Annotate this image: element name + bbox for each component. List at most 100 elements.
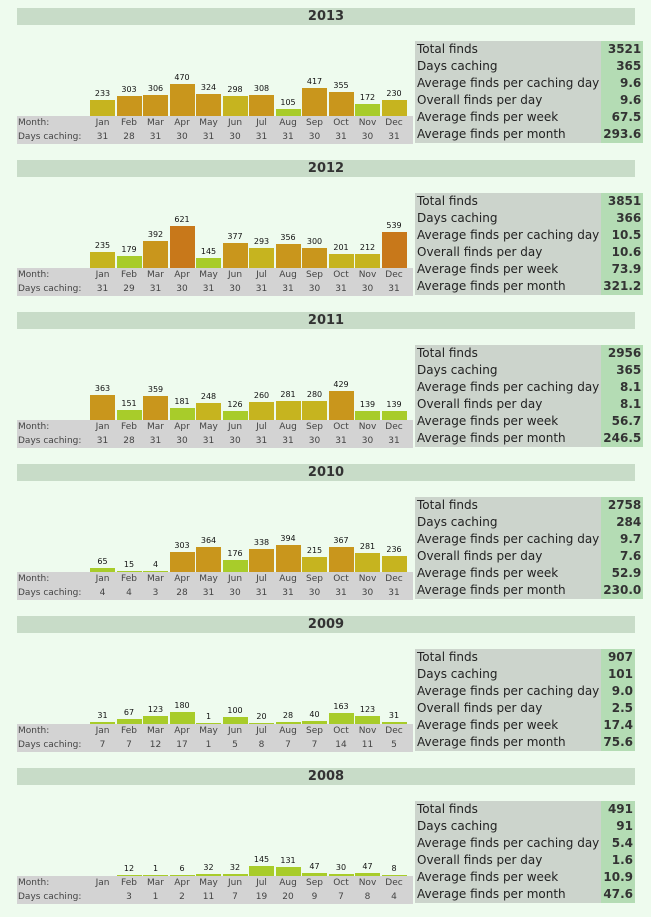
days-tick-label: 31 (202, 284, 215, 294)
month-tick-label: Jan (95, 726, 110, 736)
overall-finds-per-day-row: Overall finds per day 7.6 (415, 548, 644, 565)
month-tick-label: Apr (174, 726, 190, 736)
month-tick-label: Feb (121, 118, 137, 128)
bar-jan (90, 100, 115, 116)
avg-finds-per-caching-day-value: 9.6 (601, 75, 644, 92)
year-stats-table: Total finds 907 Days caching 101 Average fin… (415, 649, 635, 751)
days-tick-label: 4 (391, 892, 397, 902)
days-tick-label: 31 (149, 436, 162, 446)
bar-nov (355, 873, 380, 876)
month-tick-label: Jan (95, 270, 110, 280)
bar-mar (143, 875, 168, 876)
avg-finds-per-month-label: Average finds per month (415, 734, 602, 751)
total-finds-row: Total finds 2956 (415, 345, 644, 362)
days-row (17, 282, 413, 296)
avg-finds-per-month-value: 75.6 (601, 734, 635, 751)
bar-value-label: 139 (386, 400, 402, 409)
bar-value-label: 248 (200, 392, 217, 401)
bar-jul (249, 866, 274, 876)
avg-finds-per-caching-day-label: Average finds per caching day (415, 379, 602, 396)
month-tick-label: Sep (306, 726, 323, 736)
bar-value-label: 215 (306, 546, 323, 555)
days-tick-label: 11 (202, 892, 215, 902)
month-tick-label: Sep (306, 878, 323, 888)
month-tick-label: Oct (333, 422, 349, 432)
bar-sep (302, 88, 327, 116)
bar-value-label: 12 (123, 864, 135, 873)
overall-finds-per-day-label: Overall finds per day (415, 396, 602, 413)
month-tick-label: May (199, 574, 218, 584)
month-tick-label: Feb (121, 574, 137, 584)
bar-value-label: 394 (280, 534, 296, 543)
overall-finds-per-day-row: Overall finds per day 10.6 (415, 244, 644, 261)
avg-finds-per-caching-day-value: 10.5 (601, 227, 644, 244)
overall-finds-per-day-value: 1.6 (601, 852, 635, 869)
bar-value-label: 359 (147, 385, 164, 394)
bar-value-label: 235 (94, 241, 111, 250)
month-tick-label: Jun (227, 878, 243, 888)
bar-apr (169, 712, 195, 724)
bar-sep (302, 557, 327, 572)
days-row (17, 130, 413, 144)
days-caching-row: Days caching 365 (415, 362, 644, 379)
avg-finds-per-caching-day-value: 8.1 (601, 379, 644, 396)
days-tick-label: 31 (96, 132, 109, 142)
bar-value-label: 539 (386, 221, 402, 230)
year-stats-table: Total finds 3851 Days caching 366 Average fi… (415, 193, 644, 295)
days-caching-label: Days caching (415, 58, 602, 75)
days-tick-label: 30 (361, 284, 374, 294)
bar-value-label: 233 (94, 89, 111, 98)
total-finds-value: 2956 (601, 345, 644, 362)
bar-dec (381, 411, 407, 420)
days-row-label: Days caching: (18, 436, 82, 446)
bar-sep (302, 248, 327, 268)
bar-aug (275, 244, 301, 268)
month-tick-label: Apr (174, 118, 190, 128)
days-tick-label: 8 (258, 740, 265, 750)
avg-finds-per-week-value: 73.9 (601, 261, 644, 278)
days-tick-label: 31 (335, 284, 347, 294)
bar-sep (302, 401, 327, 420)
bar-value-label: 180 (174, 701, 190, 710)
bar-value-label: 126 (227, 400, 243, 409)
days-tick-label: 28 (123, 132, 135, 142)
month-row-label: Month: (18, 878, 50, 888)
bar-value-label: 364 (200, 536, 217, 545)
bar-value-label: 201 (333, 243, 349, 252)
bar-value-label: 298 (227, 85, 243, 94)
avg-finds-per-caching-day-value: 9.7 (601, 531, 644, 548)
bar-aug (275, 722, 301, 724)
month-tick-label: Jun (227, 726, 243, 736)
month-tick-label: Apr (174, 574, 190, 584)
days-tick-label: 31 (202, 588, 215, 598)
avg-finds-per-month-label: Average finds per month (415, 430, 602, 447)
days-tick-label: 2 (179, 892, 185, 902)
avg-finds-per-caching-day-row: Average finds per caching day 10.5 (415, 227, 644, 244)
bar-mar (143, 241, 168, 268)
days-tick-label: 30 (361, 132, 374, 142)
days-tick-label: 31 (149, 132, 162, 142)
month-row-label: Month: (18, 118, 50, 128)
days-tick-label: 30 (176, 132, 188, 142)
days-tick-label: 29 (123, 284, 135, 294)
month-tick-label: Feb (121, 878, 137, 888)
days-tick-label: 31 (96, 284, 109, 294)
days-row-label: Days caching: (18, 740, 82, 750)
bar-value-label: 172 (359, 93, 376, 102)
avg-finds-per-week-label: Average finds per week (415, 565, 602, 582)
bar-dec (381, 556, 407, 572)
avg-finds-per-caching-day-label: Average finds per caching day (415, 531, 602, 548)
bar-value-label: 338 (253, 538, 270, 547)
bar-value-label: 31 (388, 711, 400, 720)
month-row-label: Month: (18, 270, 50, 280)
days-row (17, 738, 413, 752)
avg-finds-per-week-row: Average finds per week 10.9 (415, 869, 635, 886)
month-tick-label: Apr (174, 422, 190, 432)
bar-oct (328, 254, 354, 268)
avg-finds-per-week-value: 10.9 (601, 869, 635, 886)
avg-finds-per-month-row: Average finds per month 293.6 (415, 126, 644, 143)
year-header: 2009 (17, 616, 635, 633)
bar-value-label: 308 (253, 84, 270, 93)
days-tick-label: 7 (338, 892, 344, 902)
month-tick-label: Dec (385, 422, 403, 432)
